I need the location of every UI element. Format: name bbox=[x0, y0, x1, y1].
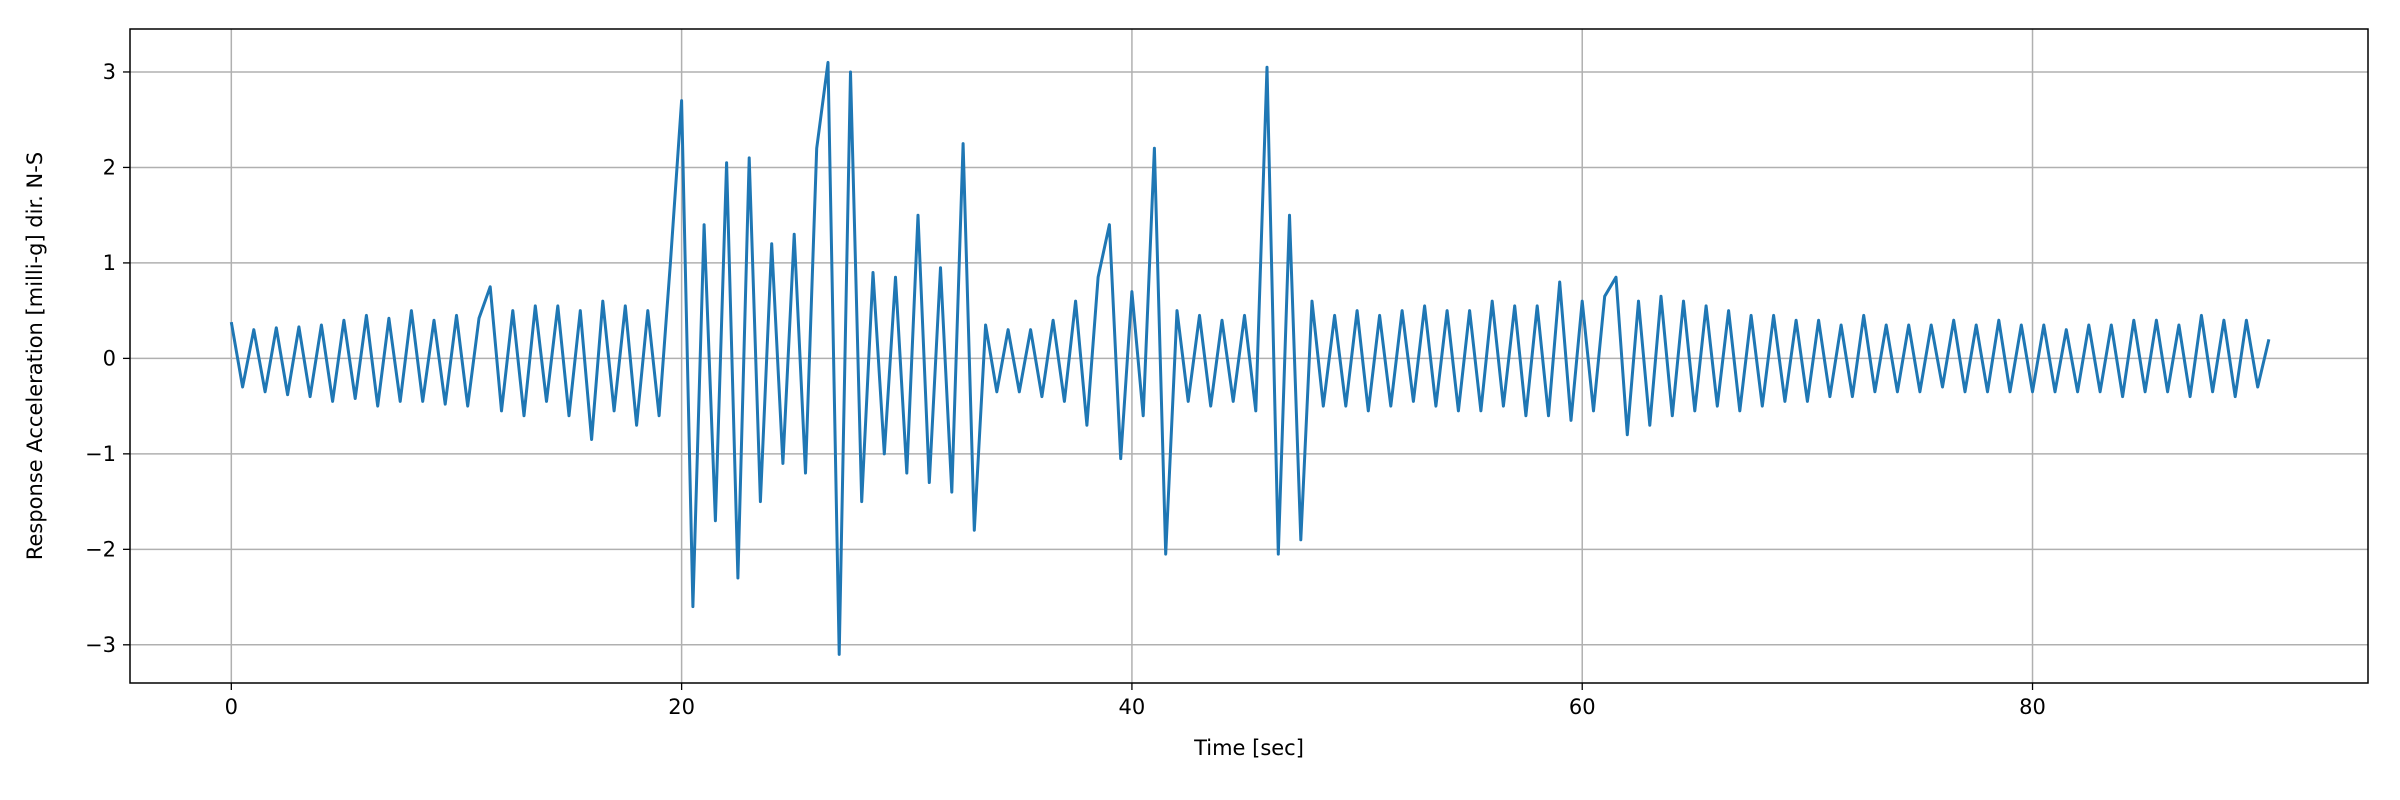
y-tick-label: 0 bbox=[103, 346, 116, 370]
y-axis-label: Response Acceleration [milli-g] dir. N-S bbox=[23, 152, 47, 560]
x-tick-label: 80 bbox=[2019, 695, 2046, 719]
x-tick-label: 0 bbox=[225, 695, 238, 719]
y-tick-label: −3 bbox=[85, 633, 116, 657]
y-tick-label: −1 bbox=[85, 442, 116, 466]
y-tick-label: −2 bbox=[85, 537, 116, 561]
plot-frame bbox=[129, 28, 2369, 684]
x-tick-label: 60 bbox=[1569, 695, 1596, 719]
y-tick-label: 2 bbox=[103, 155, 116, 179]
y-tick-label: 3 bbox=[103, 60, 116, 84]
x-tick-label: 40 bbox=[1119, 695, 1146, 719]
signal-line bbox=[229, 60, 2271, 656]
x-axis-label: Time [sec] bbox=[1193, 736, 1304, 760]
y-tick-label: 1 bbox=[103, 251, 116, 275]
x-tick-label: 20 bbox=[668, 695, 695, 719]
